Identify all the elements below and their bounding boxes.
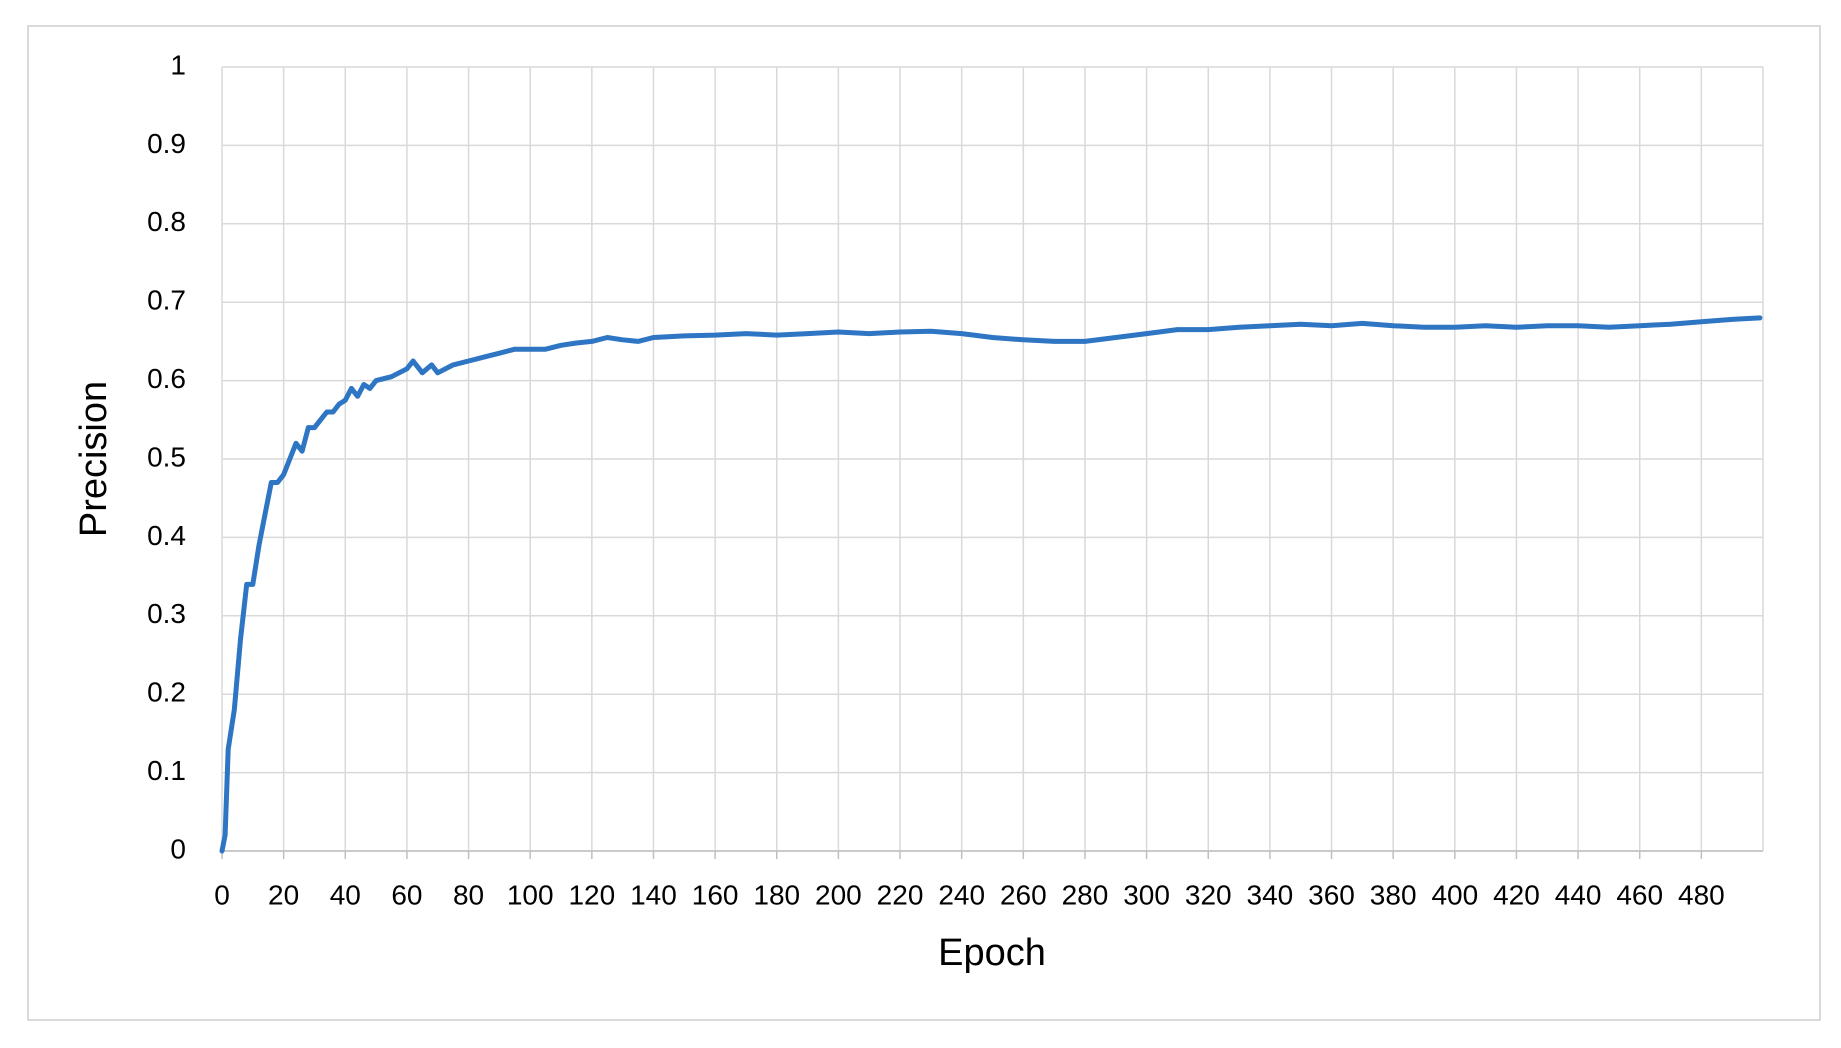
chart-frame xyxy=(27,25,1821,1021)
data-line xyxy=(219,315,1763,854)
y-axis-title: Precision xyxy=(73,381,115,537)
x-tick-label: 100 xyxy=(507,879,554,910)
x-tick-label: 460 xyxy=(1616,879,1663,910)
x-tick-label: 160 xyxy=(692,879,739,910)
x-tick-label: 20 xyxy=(268,879,299,910)
x-tick-label: 280 xyxy=(1062,879,1109,910)
y-tick-label: 0.9 xyxy=(147,128,186,159)
y-tick-label: 1 xyxy=(170,49,186,80)
x-tick-label: 480 xyxy=(1678,879,1725,910)
y-tick-label: 0.2 xyxy=(147,677,186,708)
x-tick-label: 320 xyxy=(1185,879,1232,910)
y-tick-label: 0.5 xyxy=(147,441,186,472)
x-tick-label: 200 xyxy=(815,879,862,910)
x-tick-label: 420 xyxy=(1493,879,1540,910)
x-tick-label: 440 xyxy=(1555,879,1602,910)
y-tick-label: 0.4 xyxy=(147,520,186,551)
x-tick-label: 220 xyxy=(877,879,924,910)
x-tick-label: 40 xyxy=(330,879,361,910)
x-tick-label: 300 xyxy=(1123,879,1170,910)
x-tick-label: 140 xyxy=(630,879,677,910)
y-tick-label: 0 xyxy=(170,833,186,864)
x-tick-label: 360 xyxy=(1308,879,1355,910)
x-tick-label: 120 xyxy=(568,879,615,910)
x-tick-label: 240 xyxy=(938,879,985,910)
y-tick-label: 0.1 xyxy=(147,755,186,786)
x-tick-label: 80 xyxy=(453,879,484,910)
y-tick-label: 0.8 xyxy=(147,206,186,237)
x-tick-label: 380 xyxy=(1370,879,1417,910)
x-axis-title: Epoch xyxy=(938,932,1046,974)
x-tick-label: 260 xyxy=(1000,879,1047,910)
y-tick-label: 0.3 xyxy=(147,598,186,629)
x-tick-label: 400 xyxy=(1431,879,1478,910)
x-tick-label: 340 xyxy=(1247,879,1294,910)
x-tick-label: 0 xyxy=(214,879,230,910)
y-tick-label: 0.7 xyxy=(147,285,186,316)
x-tick-label: 180 xyxy=(753,879,800,910)
y-tick-label: 0.6 xyxy=(147,363,186,394)
x-tick-label: 60 xyxy=(391,879,422,910)
